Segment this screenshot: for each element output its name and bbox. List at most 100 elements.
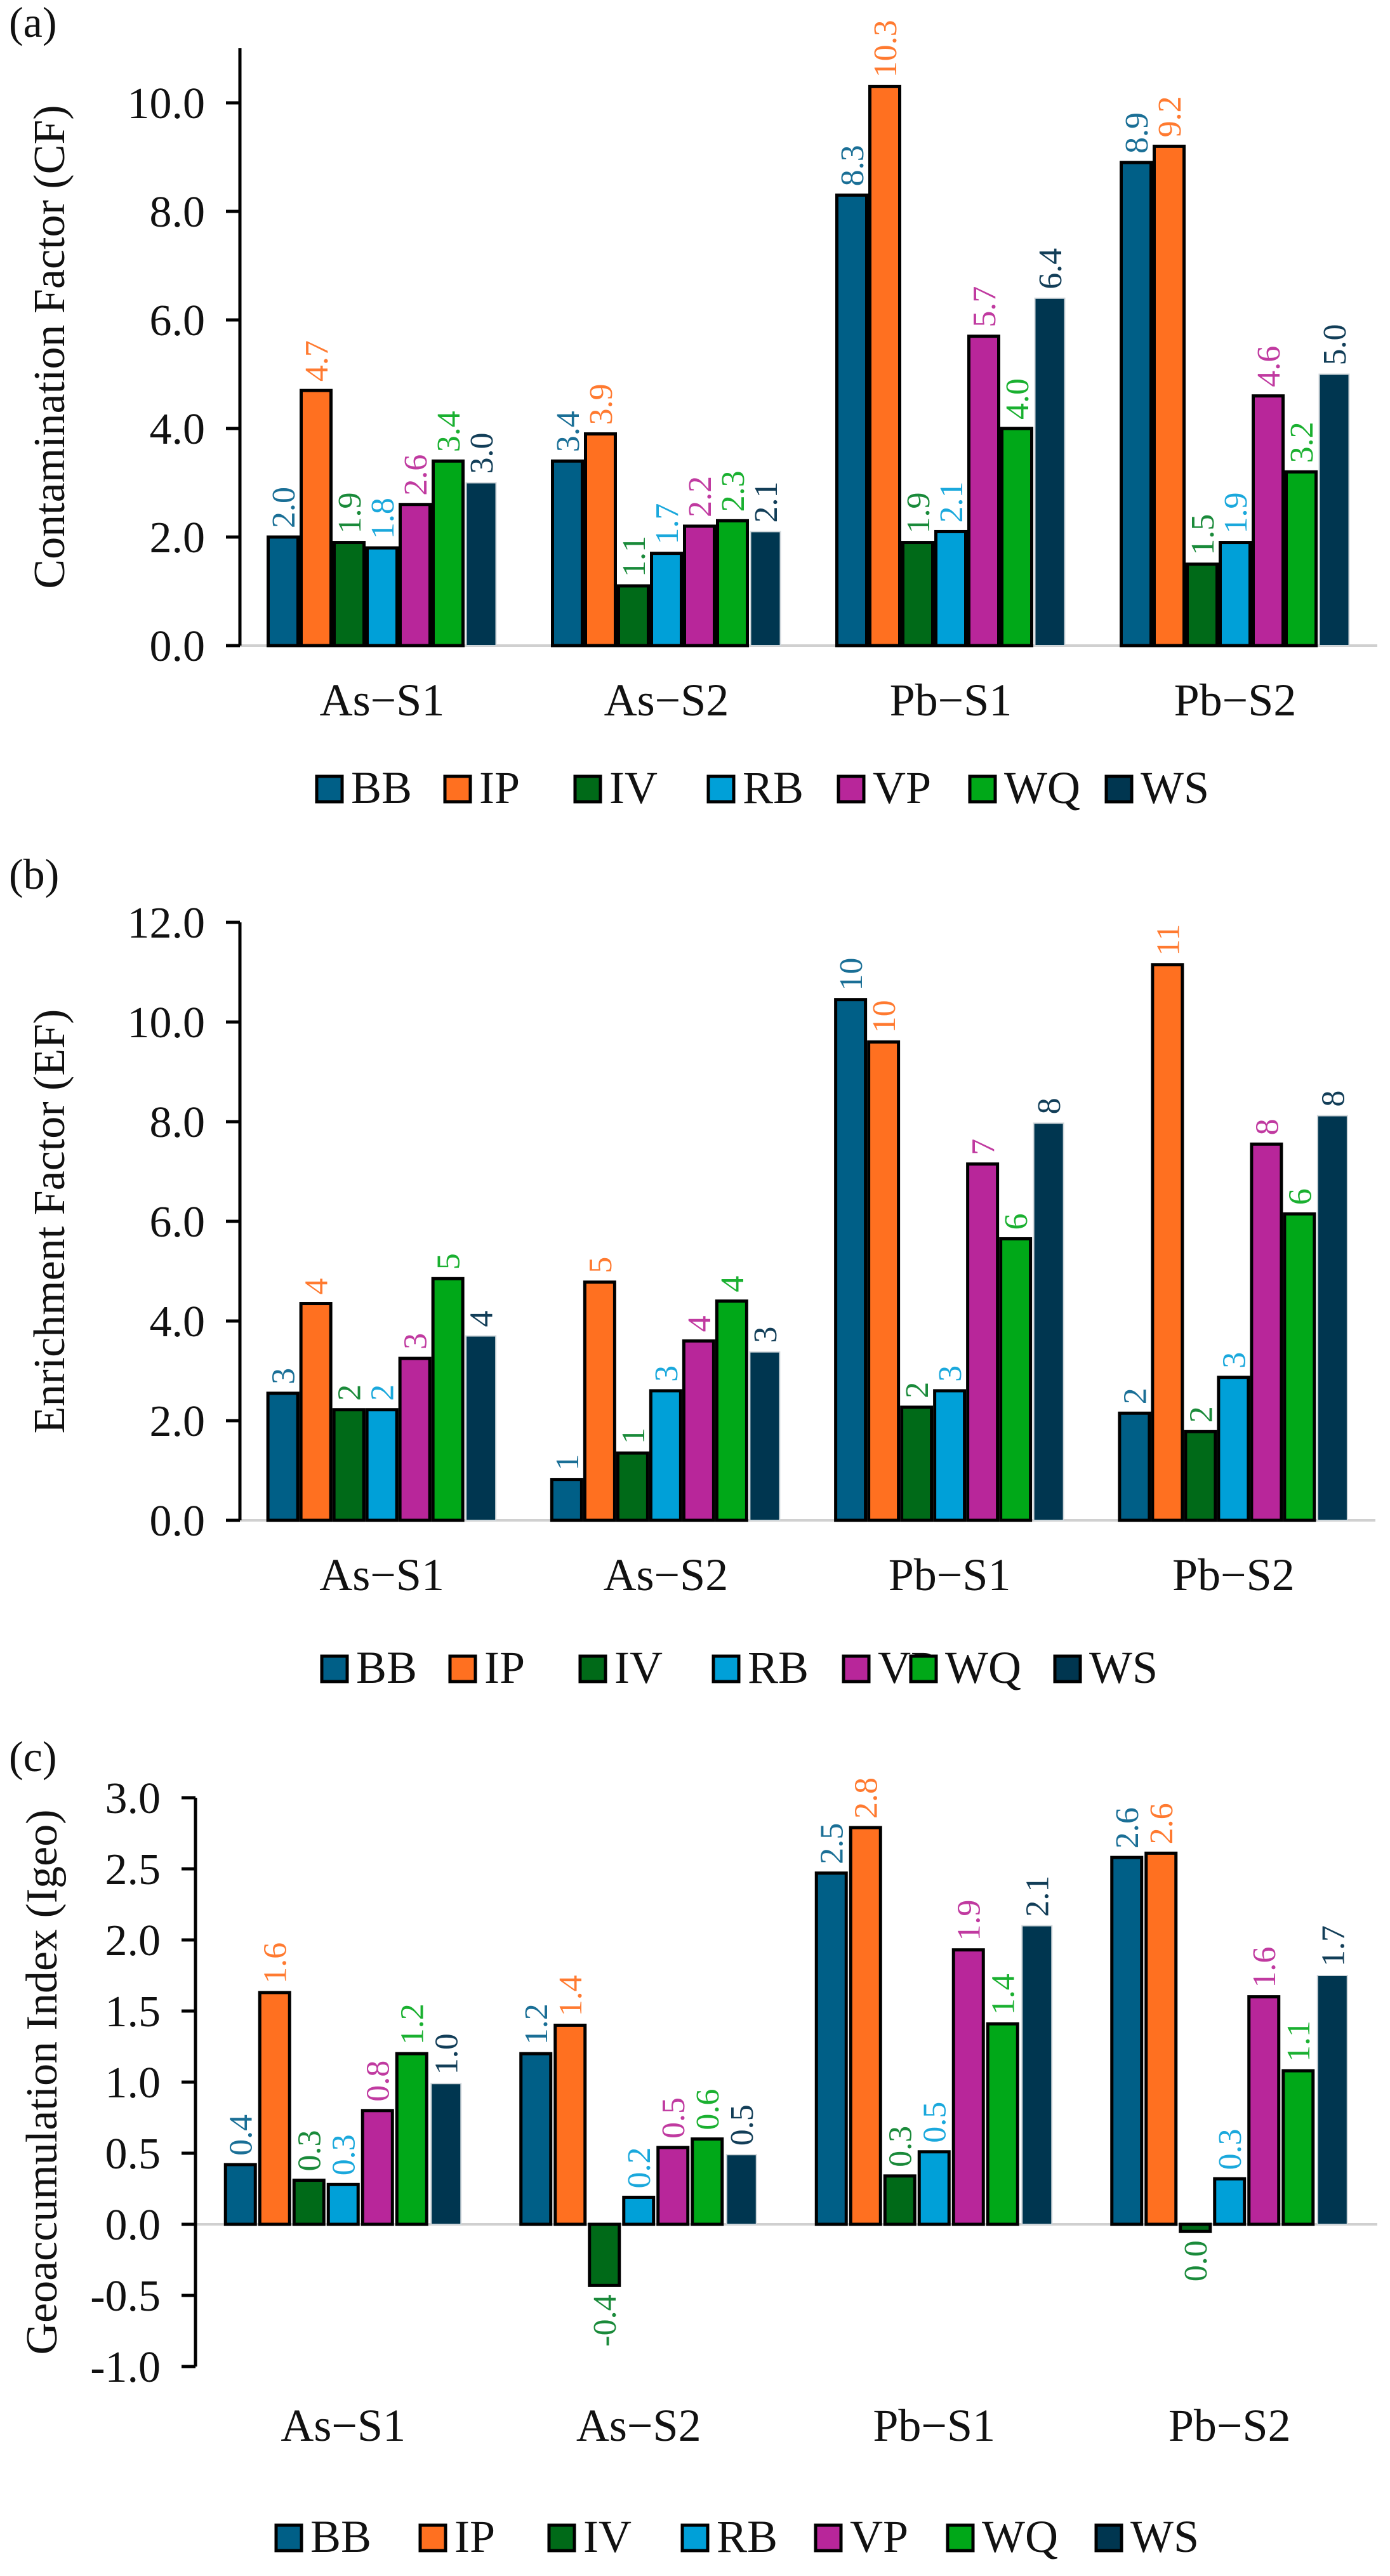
data-label: 0.4 [223,2115,260,2156]
data-label: 10 [833,958,870,991]
bar-ip [583,1280,616,1522]
bar-vp [399,503,432,647]
data-label: 1 [550,1454,586,1471]
legend-label-iv: IV [609,762,658,813]
data-label: 8 [1315,1091,1351,1107]
data-label: 8.3 [835,145,871,186]
bar-vp [398,1357,432,1522]
legend-swatch-rb [712,1654,741,1683]
bar-vp [1250,1142,1283,1522]
data-label: 8 [1031,1098,1068,1114]
data-label: 2.6 [398,455,434,496]
data-label: 3 [649,1365,685,1382]
bar-bb [551,459,584,647]
x-category-label: Pb−S2 [1172,1550,1295,1600]
legend-label-iv: IV [614,1642,663,1693]
y-tick-label: 2.0 [150,1397,206,1446]
bar-rb [1213,2177,1247,2226]
bar-ws [1316,1115,1348,1521]
bar-iv [900,1405,934,1522]
bar-bb [519,2052,553,2226]
bar-rb [365,1408,399,1522]
bar-wq [999,1237,1033,1522]
bar-wq [716,519,749,647]
y-tick-label: 4.0 [150,1298,206,1346]
legend-swatch-vp [814,2523,843,2553]
legend-swatch-iv [547,2523,576,2553]
data-label: 4 [682,1315,718,1332]
bar-ip [849,1826,882,2226]
bar-wq [715,1299,748,1522]
y-tick-label: 6.0 [150,296,206,345]
legend-swatch-vp [837,774,866,804]
bar-wq [691,2137,724,2226]
bar-bb [267,535,300,647]
y-tick-label: 1.5 [105,1988,161,2036]
data-label: 3 [1216,1352,1252,1369]
data-label: 1.6 [1247,1947,1283,1988]
data-label: 2.5 [814,1823,851,1864]
bar-ip [867,1040,901,1522]
data-label: 6 [998,1213,1035,1230]
data-label: 4.7 [299,340,335,382]
data-label: 3 [266,1368,302,1384]
y-tick-label: 8.0 [150,1098,206,1147]
data-label: -0.4 [587,2294,623,2346]
y-axis-title: Enrichment Factor (EF) [25,1009,74,1434]
bar-bb [835,193,868,647]
legend-label-bb: BB [310,2511,371,2562]
x-category-label: Pb−S1 [873,2400,995,2451]
data-label: 2 [899,1382,936,1398]
x-category-label: As−S1 [319,1550,444,1600]
x-category-label: Pb−S2 [1174,675,1297,726]
bar-bb [1118,1411,1151,1522]
bar-ws [749,1351,781,1521]
legend-swatch-ip [448,1654,477,1683]
bar-vp [951,1948,985,2226]
y-axis-title: Contamination Factor (CF) [25,105,74,588]
bar-wq [1285,470,1318,647]
y-tick-label: 2.5 [105,1845,161,1894]
data-label: 4 [715,1276,751,1292]
y-tick-label: 10.0 [128,79,206,128]
data-label: 1.7 [1315,1925,1351,1967]
data-label: 5 [431,1253,467,1270]
bar-ip [300,388,333,647]
data-label: 2 [1183,1406,1219,1423]
y-tick-label: 3.0 [105,1774,161,1823]
data-label: 2.8 [849,1777,885,1819]
data-label: 2.3 [715,470,751,512]
bar-iv [616,1451,649,1522]
legend-swatch-wq [909,1654,938,1683]
data-label: 10 [866,1000,903,1033]
bar-bb [1120,161,1153,647]
legend-label-rb: RB [717,2511,778,2562]
data-label: 4.0 [1000,378,1036,420]
legend-label-ip: IP [454,2511,495,2562]
data-label: 1.4 [986,1974,1022,2015]
data-label: 2.2 [682,476,718,517]
legend-swatch-vp [842,1654,871,1683]
legend-label-vp: VP [850,2511,908,2562]
bar-vp [656,2146,690,2226]
bar-rb [1217,1376,1250,1522]
bar-iv [1186,562,1219,647]
bar-iv [292,2179,326,2226]
data-label: 6 [1282,1188,1318,1205]
data-label: 5 [583,1257,619,1273]
bar-ip [299,1302,333,1522]
y-tick-label: 0.0 [150,622,206,671]
y-axis-title: Geoaccumulation Index (Igeo) [18,1809,67,2354]
data-label: 1.9 [332,493,368,534]
data-label: 3.4 [431,411,467,452]
data-label: 1.7 [649,503,685,545]
bar-wq [432,459,465,647]
legend-swatch-wq [946,2523,975,2553]
y-tick-label: 6.0 [150,1198,206,1247]
legend-swatch-wq [968,774,997,804]
legend-swatch-ws [1104,774,1134,804]
data-label: 2.1 [1020,1876,1056,1917]
data-label: 0.0 [1178,2240,1214,2281]
data-label: 0.3 [1212,2128,1248,2170]
